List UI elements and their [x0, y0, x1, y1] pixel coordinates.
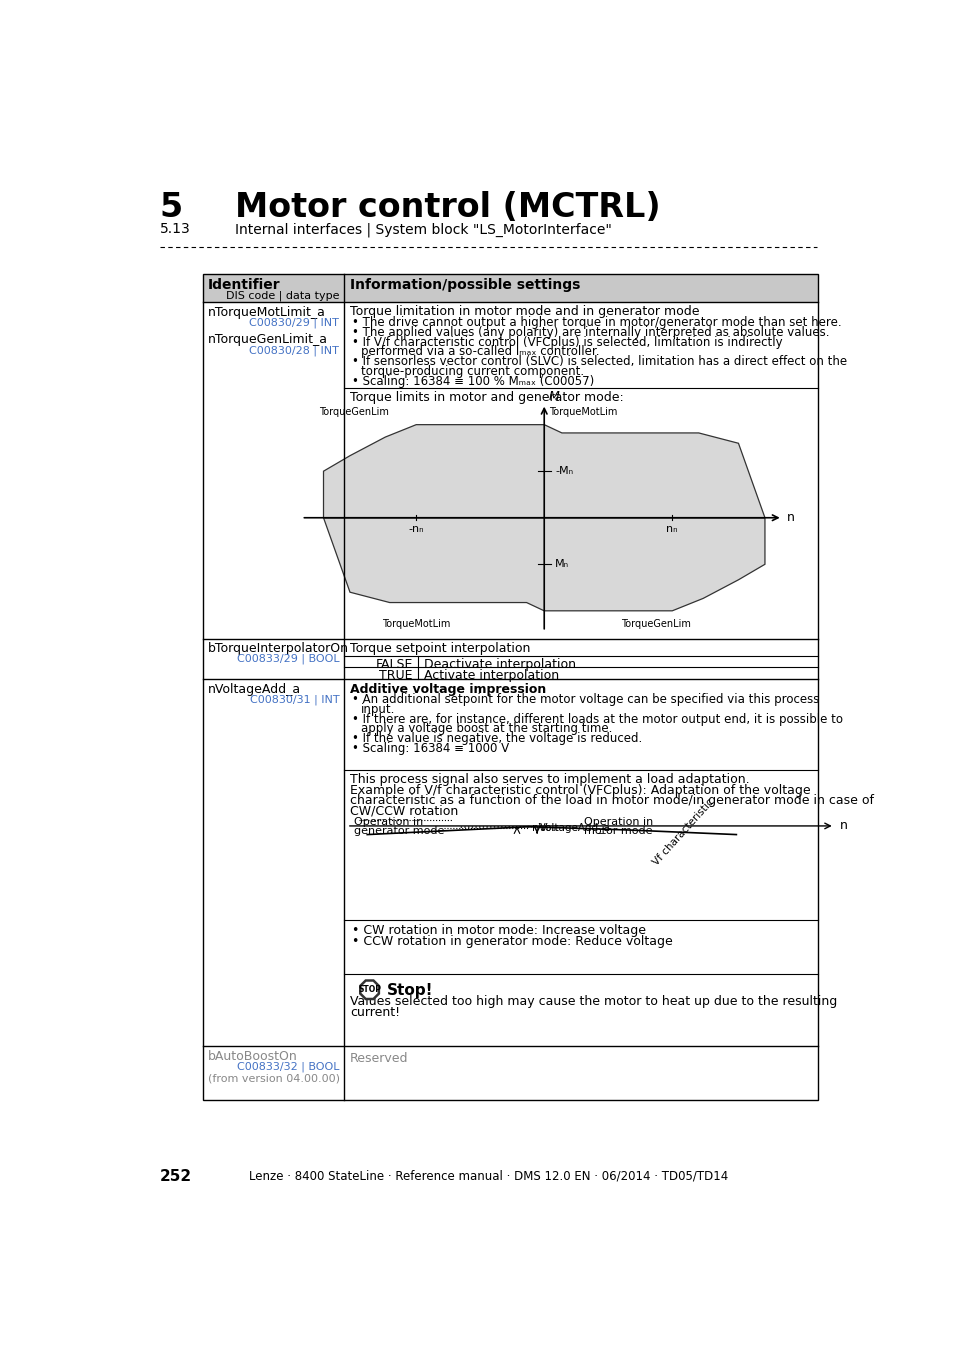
Text: TorqueGenLim: TorqueGenLim: [318, 406, 389, 417]
Text: STOP: STOP: [357, 986, 380, 994]
Text: • If the value is negative, the voltage is reduced.: • If the value is negative, the voltage …: [352, 732, 641, 745]
Text: (from version 04.00.00): (from version 04.00.00): [208, 1073, 339, 1084]
Text: Vf characteristic: Vf characteristic: [650, 796, 715, 868]
Text: C00833/29 | BOOL: C00833/29 | BOOL: [236, 653, 339, 664]
Text: Torque limitation in motor mode and in generator mode: Torque limitation in motor mode and in g…: [350, 305, 699, 319]
Text: • If there are, for instance, different loads at the motor output end, it is pos: • If there are, for instance, different …: [352, 713, 841, 725]
Text: • Scaling: 16384 ≡ 1000 V: • Scaling: 16384 ≡ 1000 V: [352, 741, 508, 755]
Text: Operation in: Operation in: [354, 817, 423, 826]
Text: Torque limits in motor and generator mode:: Torque limits in motor and generator mod…: [350, 392, 623, 405]
Text: DIS code | data type: DIS code | data type: [226, 290, 339, 301]
Text: -Mₙ: -Mₙ: [555, 466, 573, 477]
Text: • The drive cannot output a higher torque in motor/generator mode than set here.: • The drive cannot output a higher torqu…: [352, 316, 841, 329]
Text: current!: current!: [350, 1006, 400, 1019]
Text: M: M: [548, 390, 558, 404]
Text: Vₒᵤₜ: Vₒᵤₜ: [538, 822, 559, 833]
Text: • An additional setpoint for the motor voltage can be specified via this process: • An additional setpoint for the motor v…: [352, 694, 819, 706]
Text: FALSE: FALSE: [375, 657, 413, 671]
Text: Information/possible settings: Information/possible settings: [350, 278, 580, 292]
Polygon shape: [360, 980, 378, 999]
Text: • CW rotation in motor mode: Increase voltage: • CW rotation in motor mode: Increase vo…: [352, 925, 645, 937]
Text: nTorqueMotLimit_a: nTorqueMotLimit_a: [208, 306, 325, 319]
Text: Torque setpoint interpolation: Torque setpoint interpolation: [350, 643, 530, 656]
Text: characteristic as a function of the load in motor mode/in generator mode in case: characteristic as a function of the load…: [350, 794, 873, 807]
Text: motor mode: motor mode: [583, 826, 652, 836]
Text: 5: 5: [159, 192, 183, 224]
Text: torque-producing current component.: torque-producing current component.: [360, 364, 583, 378]
Text: • Scaling: 16384 ≡ 100 % Mₘₐₓ (C00057): • Scaling: 16384 ≡ 100 % Mₘₐₓ (C00057): [352, 374, 594, 387]
Polygon shape: [323, 518, 764, 610]
Text: nTorqueGenLimit_a: nTorqueGenLimit_a: [208, 333, 327, 346]
Text: generator mode: generator mode: [354, 826, 444, 836]
Text: Stop!: Stop!: [386, 983, 433, 998]
Text: Deactivate interpolation: Deactivate interpolation: [423, 657, 576, 671]
Text: Reserved: Reserved: [350, 1052, 408, 1065]
Text: Internal interfaces | System block "LS_MotorInterface": Internal interfaces | System block "LS_M…: [235, 221, 612, 236]
Text: Operation in: Operation in: [583, 817, 653, 826]
Text: -nₙ: -nₙ: [408, 524, 423, 533]
Text: 5.13: 5.13: [159, 221, 190, 236]
Text: Example of V/f characteristic control (VFCplus): Adaptation of the voltage: Example of V/f characteristic control (V…: [350, 784, 810, 796]
Text: TorqueGenLim: TorqueGenLim: [620, 618, 691, 629]
Text: Activate interpolation: Activate interpolation: [423, 670, 558, 683]
Text: • The applied values (any polarity) are internally interpreted as absolute value: • The applied values (any polarity) are …: [352, 325, 828, 339]
Text: Identifier: Identifier: [208, 278, 280, 292]
Text: 252: 252: [159, 1169, 192, 1184]
Text: bTorqueInterpolatorOn: bTorqueInterpolatorOn: [208, 643, 348, 656]
Text: nₙ: nₙ: [666, 524, 678, 533]
Text: TorqueMotLim: TorqueMotLim: [548, 406, 617, 417]
Text: C00830/28 | INT: C00830/28 | INT: [250, 346, 339, 356]
Text: n: n: [786, 512, 794, 524]
Text: • CCW rotation in generator mode: Reduce voltage: • CCW rotation in generator mode: Reduce…: [352, 936, 672, 948]
Text: TorqueMotLim: TorqueMotLim: [381, 618, 450, 629]
Text: Lenze · 8400 StateLine · Reference manual · DMS 12.0 EN · 06/2014 · TD05/TD14: Lenze · 8400 StateLine · Reference manua…: [249, 1169, 728, 1183]
Polygon shape: [323, 425, 764, 518]
Bar: [203, 274, 818, 1100]
Text: • If V/f characteristic control (VFCplus) is selected, limitation is indirectly: • If V/f characteristic control (VFCplus…: [352, 336, 781, 350]
Text: C00830/29 | INT: C00830/29 | INT: [250, 317, 339, 328]
Text: performed via a so-called Iₘₐₓ controller.: performed via a so-called Iₘₐₓ controlle…: [360, 346, 598, 358]
Text: This process signal also serves to implement a load adaptation.: This process signal also serves to imple…: [350, 774, 749, 787]
Text: Additive voltage impression: Additive voltage impression: [350, 683, 546, 695]
Text: TRUE: TRUE: [379, 670, 413, 683]
Text: CW/CCW rotation: CW/CCW rotation: [350, 805, 458, 817]
Text: Mₙ: Mₙ: [555, 559, 569, 570]
Text: Values selected too high may cause the motor to heat up due to the resulting: Values selected too high may cause the m…: [350, 995, 837, 1008]
Text: n: n: [839, 819, 847, 833]
Text: Motor control (MCTRL): Motor control (MCTRL): [235, 192, 660, 224]
Text: apply a voltage boost at the starting time.: apply a voltage boost at the starting ti…: [360, 722, 612, 734]
Bar: [203, 274, 818, 302]
Text: nVoltageAdd_a: nVoltageAdd_a: [532, 822, 610, 833]
Text: bAutoBoostOn: bAutoBoostOn: [208, 1050, 297, 1062]
Text: input.: input.: [360, 702, 395, 716]
Text: C00830/31 | INT: C00830/31 | INT: [250, 695, 339, 705]
Text: C00833/32 | BOOL: C00833/32 | BOOL: [236, 1061, 339, 1072]
Text: • If sensorless vector control (SLVC) is selected, limitation has a direct effec: • If sensorless vector control (SLVC) is…: [352, 355, 846, 369]
Text: nVoltageAdd_a: nVoltageAdd_a: [208, 683, 300, 695]
